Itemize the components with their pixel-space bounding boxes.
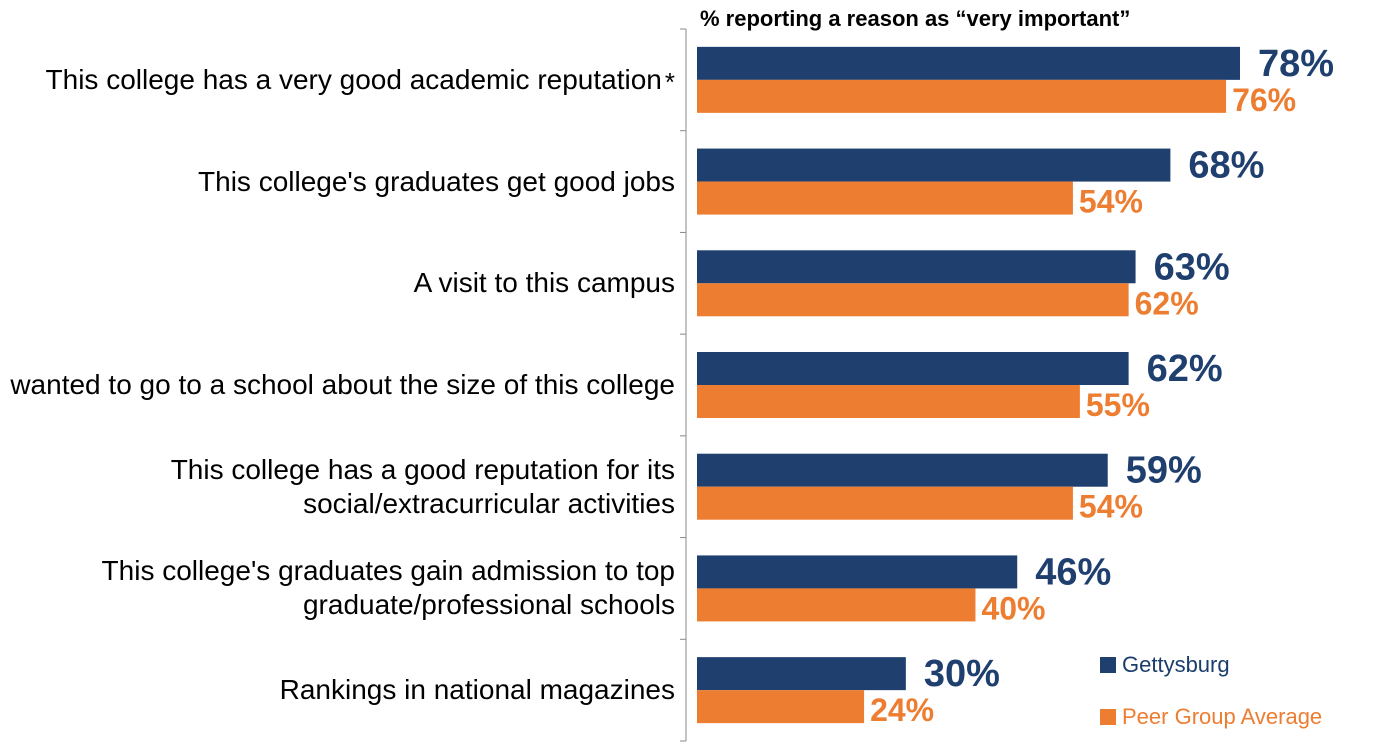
data-label-gettysburg: 46%	[1035, 551, 1111, 593]
bar-gettysburg	[697, 46, 1240, 80]
data-label-gettysburg: 68%	[1188, 145, 1264, 187]
bar-gettysburg	[697, 555, 1018, 589]
legend-swatch-gettysburg	[1100, 657, 1116, 673]
bar-gettysburg	[697, 657, 906, 691]
data-label-gettysburg: 30%	[924, 653, 1000, 695]
category-label: A visit to this campus	[0, 236, 675, 330]
bar-peer-group	[697, 283, 1129, 317]
data-label-peer-group: 54%	[1079, 489, 1143, 525]
bar-peer-group	[697, 385, 1080, 418]
data-label-gettysburg: 78%	[1258, 43, 1334, 85]
data-label-peer-group: 40%	[981, 590, 1045, 626]
category-label-text: I wanted to go to a school about the siz…	[0, 368, 675, 400]
category-label: Rankings in national magazines	[0, 643, 675, 737]
category-label: This college has a very good academic re…	[0, 33, 675, 127]
data-label-peer-group: 76%	[1232, 82, 1296, 118]
bar-gettysburg	[697, 352, 1129, 385]
bar-peer-group	[697, 588, 976, 622]
data-label-peer-group: 55%	[1086, 387, 1150, 423]
data-label-gettysburg: 62%	[1147, 348, 1223, 390]
category-label-text: Rankings in national magazines	[279, 674, 675, 706]
bar-peer-group	[697, 486, 1073, 520]
footnote-marker: *	[664, 66, 675, 97]
category-label-text: This college has a good reputation for i…	[170, 453, 675, 519]
data-label-peer-group: 62%	[1135, 285, 1199, 321]
bar-peer-group	[697, 181, 1073, 215]
bar-peer-group	[697, 79, 1227, 113]
data-label-gettysburg: 59%	[1126, 450, 1202, 492]
legend-label-gettysburg: Gettysburg	[1122, 652, 1230, 677]
category-label: This college's graduates get good jobs	[0, 135, 675, 229]
category-label-text: A visit to this campus	[413, 267, 675, 299]
data-label-gettysburg: 63%	[1154, 246, 1230, 288]
category-label: This college has a good reputation for i…	[0, 440, 675, 534]
legend-item-gettysburg: Gettysburg	[1100, 652, 1230, 678]
bar-gettysburg	[697, 453, 1108, 487]
bar-peer-group	[697, 690, 865, 724]
category-label-text: This college's graduates get good jobs	[198, 165, 675, 197]
chart-title: % reporting a reason as “very important”	[700, 6, 1131, 31]
legend-item-peer-group: Peer Group Average	[1100, 704, 1322, 730]
data-label-peer-group: 54%	[1079, 184, 1143, 220]
category-label-text: This college has a very good academic re…	[45, 63, 662, 95]
legend-swatch-peer-group	[1100, 709, 1116, 725]
bar-gettysburg	[697, 250, 1136, 284]
category-label-text: This college's graduates gain admission …	[101, 555, 675, 621]
category-label: This college's graduates gain admission …	[0, 542, 675, 636]
bar-gettysburg	[697, 148, 1171, 182]
category-label: I wanted to go to a school about the siz…	[0, 338, 675, 432]
data-label-peer-group: 24%	[870, 692, 934, 728]
legend-label-peer-group: Peer Group Average	[1122, 704, 1323, 729]
